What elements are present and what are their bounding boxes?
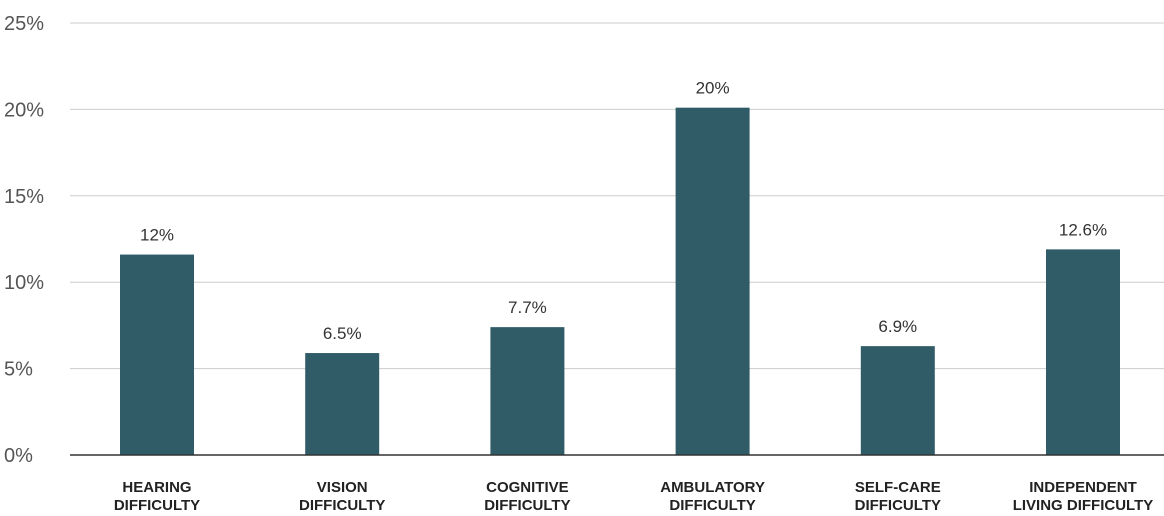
data-label: 20% bbox=[696, 79, 730, 98]
y-tick-label: 10% bbox=[4, 272, 44, 294]
y-tick-label: 5% bbox=[4, 359, 33, 381]
category-label: HEARING DIFFICULTY bbox=[114, 479, 200, 514]
y-tick-label: 15% bbox=[4, 186, 44, 208]
data-label: 7.7% bbox=[508, 298, 547, 317]
x-axis-categories: HEARING DIFFICULTY VISION DIFFICULTY COGNITI… bbox=[114, 479, 1153, 514]
y-tick-label: 20% bbox=[4, 99, 44, 121]
category-label: VISION DIFFICULTY bbox=[299, 479, 385, 514]
bar bbox=[120, 254, 194, 455]
bar bbox=[1046, 249, 1120, 455]
bars bbox=[120, 107, 1120, 455]
bar bbox=[490, 327, 565, 455]
y-axis-ticks: 0% 5% 10% 15% 20% 25% bbox=[4, 13, 44, 467]
y-tick-label: 25% bbox=[4, 13, 44, 35]
bar bbox=[860, 346, 935, 455]
category-label: SELF-CARE DIFFICULTY bbox=[855, 479, 941, 514]
bar bbox=[305, 353, 380, 455]
data-label: 12% bbox=[140, 226, 174, 245]
data-label: 6.5% bbox=[323, 324, 362, 343]
data-label: 6.9% bbox=[878, 317, 917, 336]
category-label: INDEPENDENT LIVING DIFFICULTY bbox=[1013, 479, 1154, 514]
y-tick-label: 0% bbox=[4, 445, 33, 467]
category-label: AMBULATORY DIFFICULTY bbox=[660, 479, 765, 514]
data-label: 12.6% bbox=[1059, 220, 1107, 239]
data-labels: 12% 6.5% 7.7% 20% 6.9% 12.6% bbox=[140, 79, 1107, 343]
gridlines bbox=[70, 22, 1164, 370]
bar bbox=[675, 107, 750, 455]
category-label: COGNITIVE DIFFICULTY bbox=[484, 479, 570, 514]
